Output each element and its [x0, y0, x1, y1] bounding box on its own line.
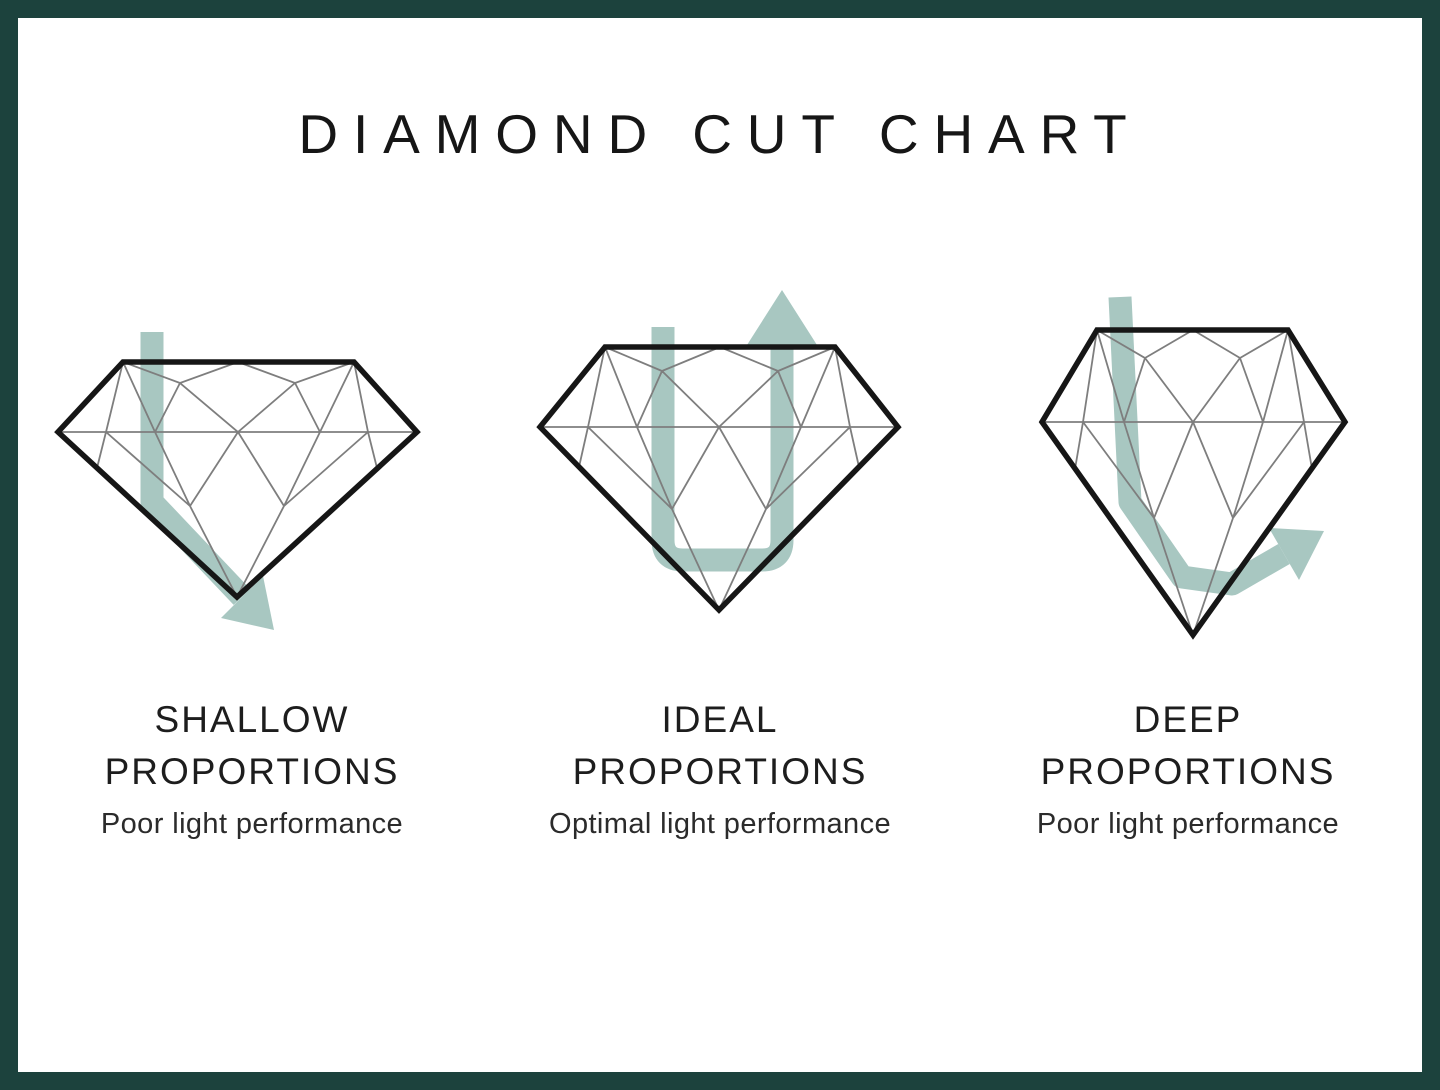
- ideal-diamond-diagram: [536, 290, 902, 614]
- card-caption: Optimal light performance: [548, 807, 892, 840]
- diagram-columns: SHALLOW PROPORTIONS Poor light performan…: [18, 252, 1422, 841]
- page-title: DIAMOND CUT CHART: [298, 103, 1142, 165]
- card-caption: Poor light performance: [1036, 807, 1340, 840]
- card-heading: DEEP PROPORTIONS: [1041, 694, 1336, 798]
- diamond-outline: [536, 344, 902, 614]
- card-heading: SHALLOW PROPORTIONS: [105, 694, 400, 798]
- card-heading-line2: PROPORTIONS: [1040, 750, 1336, 792]
- light-ray-down-arrow-icon: [140, 332, 274, 630]
- card-ideal: IDEAL PROPORTIONS Optimal light performa…: [486, 252, 954, 841]
- card-caption: Poor light performance: [100, 807, 404, 840]
- light-ray-side-arrow-icon: [1108, 296, 1324, 596]
- card-heading-line1: IDEAL: [661, 699, 779, 740]
- card-heading: IDEAL PROPORTIONS: [573, 694, 868, 798]
- card-heading-line1: DEEP: [1133, 699, 1243, 740]
- light-ray-return-up-arrow-icon: [651, 290, 817, 572]
- deep-diamond-diagram: [1038, 296, 1349, 640]
- card-shallow: SHALLOW PROPORTIONS Poor light performan…: [18, 252, 486, 841]
- card-heading-line1: SHALLOW: [154, 699, 350, 740]
- facet-lines: [539, 346, 899, 611]
- facet-lines: [1041, 329, 1346, 636]
- card-heading-line2: PROPORTIONS: [572, 750, 868, 792]
- diamond-outline: [1038, 327, 1349, 640]
- facet-lines: [57, 361, 418, 598]
- shallow-diamond-diagram: [54, 332, 421, 630]
- card-heading-line2: PROPORTIONS: [104, 750, 400, 792]
- diamond-outline: [54, 359, 421, 601]
- card-deep: DEEP PROPORTIONS Poor light performance: [954, 252, 1422, 841]
